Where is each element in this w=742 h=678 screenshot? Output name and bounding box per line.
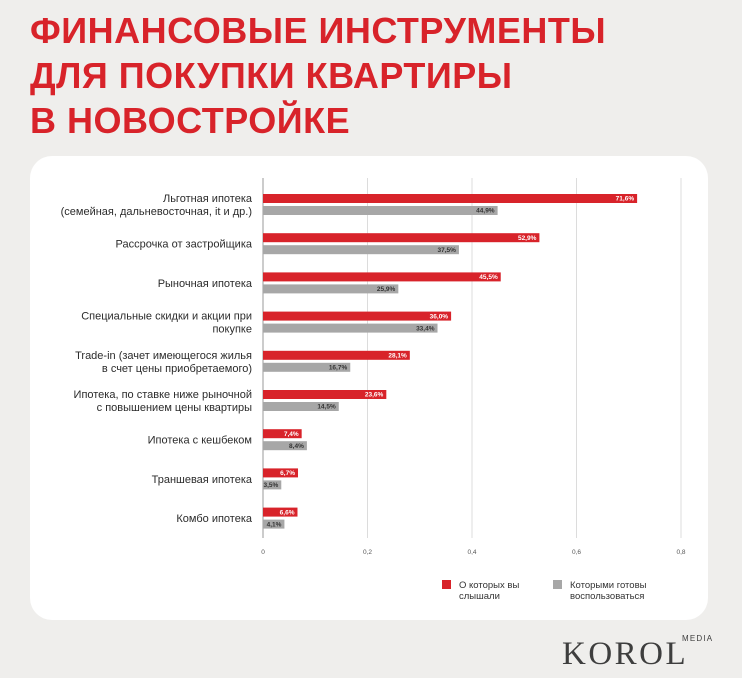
category-label: Рассрочка от застройщика	[116, 239, 253, 251]
category-label: Льготная ипотека	[163, 193, 253, 205]
legend-label: слышали	[459, 591, 500, 602]
title-line: ФИНАНСОВЫЕ ИНСТРУМЕНТЫ	[30, 10, 607, 51]
title-line: В НОВОСТРОЙКЕ	[30, 100, 351, 141]
bar	[263, 362, 351, 372]
bar	[263, 350, 410, 360]
data-label: 23,6%	[365, 392, 384, 399]
x-tick-label: 0,8	[676, 549, 685, 556]
chart-card: 0 0,2 0,4 0,6 0,8 Льготная ипотека (семейная, …	[30, 156, 708, 620]
data-label: 52,9%	[518, 235, 537, 242]
data-label: 71,6%	[616, 196, 635, 203]
data-label: 6,7%	[280, 470, 295, 477]
data-label: 37,5%	[438, 247, 457, 254]
data-label: 14,5%	[317, 404, 336, 411]
data-label: 6,6%	[280, 509, 295, 516]
category-label: с повышением цены квартиры	[97, 402, 252, 414]
category-label: Специальные скидки и акции при	[81, 311, 252, 323]
bar	[263, 429, 302, 439]
bar	[263, 507, 298, 517]
category-label: в счет цены приобретаемого)	[102, 363, 252, 375]
category-label: Рыночная ипотека	[158, 278, 253, 290]
data-label: 36,0%	[430, 313, 449, 320]
bar	[263, 272, 501, 282]
page-title: ФИНАНСОВЫЕ ИНСТРУМЕНТЫ ДЛЯ ПОКУПКИ КВАРТ…	[30, 8, 606, 143]
category-label: Траншевая ипотека	[152, 474, 253, 486]
bar	[263, 519, 285, 529]
bar	[263, 402, 339, 411]
bar	[263, 284, 399, 294]
data-label: 45,5%	[479, 274, 498, 281]
bar-chart: 0 0,2 0,4 0,6 0,8 Льготная ипотека(семейная, …	[61, 178, 686, 602]
data-label: 44,9%	[476, 208, 495, 215]
x-tick-label: 0,2	[363, 549, 372, 556]
x-tick-label: 0,4	[467, 549, 476, 556]
category-label: (семейная, дальневосточная, it и др.)	[61, 206, 252, 218]
x-tick-label: 0,6	[572, 549, 581, 556]
data-label: 7,4%	[284, 431, 299, 438]
legend-label: воспользоваться	[570, 591, 644, 602]
legend-label: О которых вы	[459, 580, 519, 591]
category-label: Ипотека с кешбеком	[148, 435, 252, 447]
bar	[263, 206, 498, 215]
category-label: Комбо ипотека	[176, 513, 253, 525]
bar	[263, 323, 438, 333]
data-label: 4,1%	[267, 521, 282, 528]
x-tick-label: 0	[261, 549, 265, 556]
data-label: 28,1%	[388, 353, 407, 360]
category-label: Ипотека, по ставке ниже рыночной	[74, 389, 252, 401]
bar	[263, 480, 282, 490]
category-label: покупке	[212, 324, 252, 336]
bar	[263, 441, 307, 451]
bar	[263, 194, 638, 203]
data-label: 3,5%	[263, 482, 278, 489]
legend-swatch	[553, 580, 562, 589]
bar	[263, 468, 299, 478]
legend-label: Которыми готовы	[570, 580, 647, 591]
legend-swatch	[442, 580, 451, 589]
bar	[263, 390, 387, 399]
brand-suffix: MEDIA	[682, 634, 714, 643]
data-label: 33,4%	[416, 325, 435, 332]
bar	[263, 311, 452, 321]
bar	[263, 245, 459, 255]
category-label: Trade-in (зачет имеющегося жилья	[75, 350, 252, 362]
bar	[263, 233, 540, 243]
brand-logo: KOROL	[562, 636, 689, 672]
data-label: 16,7%	[329, 365, 348, 372]
data-label: 25,9%	[377, 286, 396, 293]
title-line: ДЛЯ ПОКУПКИ КВАРТИРЫ	[30, 55, 513, 96]
data-label: 8,4%	[289, 443, 304, 450]
